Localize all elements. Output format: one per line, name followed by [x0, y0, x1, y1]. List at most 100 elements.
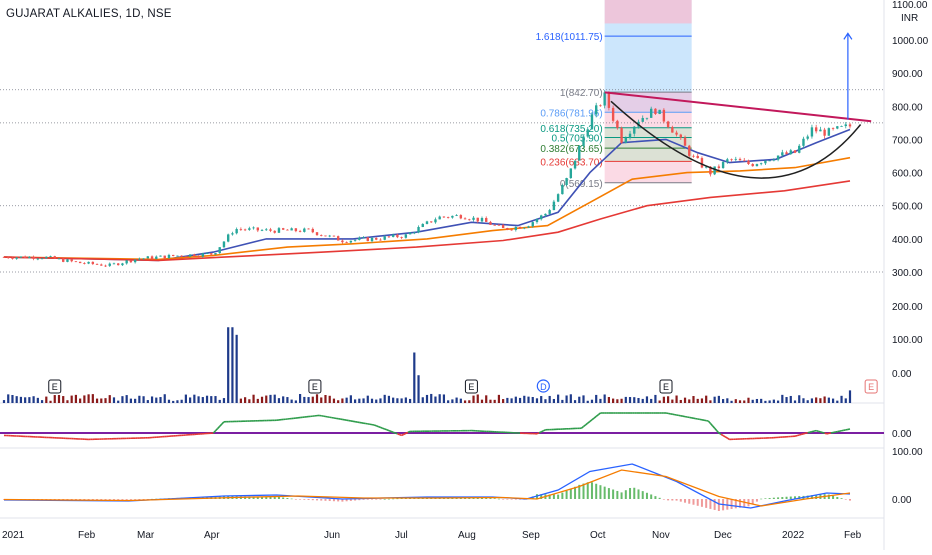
candle-body [189, 254, 191, 256]
macd-histogram-bar [126, 499, 128, 500]
candle-body [316, 232, 318, 235]
volume-bar [142, 396, 144, 403]
candle-body [798, 146, 800, 153]
volume-bar [485, 395, 487, 403]
candle-body [159, 256, 161, 257]
indicator-line [719, 433, 721, 434]
candle-body [219, 247, 221, 253]
indicator-line [795, 436, 797, 437]
candle-body [747, 161, 749, 164]
macd-histogram-bar [599, 485, 601, 499]
volume-bar [176, 400, 178, 403]
macd-histogram-bar [629, 488, 631, 499]
candle-body [147, 256, 149, 258]
event-marker-label: E [868, 382, 874, 392]
macd-histogram-bar [316, 499, 318, 500]
candle-body [37, 259, 39, 260]
volume-bar [824, 396, 826, 403]
volume-bar [570, 394, 572, 403]
macd-histogram-bar [671, 499, 673, 500]
event-marker-label: D [540, 382, 547, 392]
volume-bar [701, 398, 703, 403]
volume-bar [168, 400, 170, 403]
volume-bar [350, 395, 352, 403]
volume-bar [680, 400, 682, 403]
macd-histogram-bar [308, 499, 310, 500]
candle-body [515, 227, 517, 230]
volume-bar [811, 398, 813, 403]
volume-bar [240, 399, 242, 403]
indicator-line [222, 422, 224, 424]
macd-histogram-bar [303, 499, 305, 500]
volume-bar [494, 400, 496, 403]
candle-body [269, 229, 271, 231]
candle-body [117, 263, 119, 265]
volume-bar [743, 400, 745, 403]
candle-body [83, 263, 85, 264]
volume-bar [75, 395, 77, 403]
macd-histogram-bar [790, 497, 792, 499]
volume-bar [523, 396, 525, 403]
indicator-line [810, 432, 812, 433]
candle-body [92, 262, 94, 264]
volume-bar [574, 400, 576, 403]
macd-histogram-bar [841, 498, 843, 499]
volume-bar [464, 400, 466, 403]
volume-bar [692, 396, 694, 403]
candle-body [790, 150, 792, 154]
volume-bar [557, 395, 559, 403]
fib-level-label: 0.236(633.70) [540, 157, 602, 168]
candle-body [493, 225, 495, 226]
candle-body [206, 253, 208, 254]
macd-histogram-bar [329, 499, 331, 501]
volume-bar [413, 353, 415, 404]
price-axis-tick: 1000.00 [892, 36, 929, 47]
macd-histogram-bar [291, 499, 293, 500]
candle-body [430, 221, 432, 222]
volume-bar [41, 400, 43, 403]
volume-bar [405, 397, 407, 403]
volume-bar [595, 395, 597, 403]
price-axis-tick: 800.00 [892, 102, 923, 113]
candle-body [582, 136, 584, 145]
indicator-line [721, 434, 723, 435]
time-axis-tick: Nov [652, 530, 670, 541]
macd-histogram-bar [777, 497, 779, 499]
candle-body [227, 234, 229, 241]
indicator-line [818, 431, 820, 432]
candle-body [180, 256, 182, 257]
volume-bar [840, 396, 842, 403]
indicator-line [713, 426, 715, 428]
volume-bar [756, 399, 758, 403]
indicator-line [820, 432, 822, 433]
candle-body [565, 178, 567, 185]
price-axis-tick: 600.00 [892, 169, 923, 180]
candle-body [671, 127, 673, 133]
macd-histogram-bar [705, 499, 707, 508]
candle-body [701, 158, 703, 167]
time-axis-tick: Oct [590, 530, 606, 541]
event-marker-label: E [468, 382, 474, 392]
macd-histogram-bar [676, 499, 678, 501]
macd-histogram-bar [375, 499, 377, 500]
macd-histogram-bar [557, 495, 559, 499]
volume-bar [625, 397, 627, 403]
volume-bar [92, 394, 94, 403]
candle-body [286, 230, 288, 231]
candle-body [815, 127, 817, 131]
candle-body [629, 134, 631, 138]
indicator-line [404, 433, 406, 434]
indicator-line [376, 426, 378, 427]
volume-bar [773, 400, 775, 403]
indicator-line [725, 437, 727, 438]
fib-level-label: 1(842.70) [560, 88, 603, 99]
macd-histogram-bar [282, 497, 284, 499]
candle-body [722, 162, 724, 168]
candle-body [134, 259, 136, 262]
macd-histogram-bar [616, 491, 618, 499]
indicator-line [393, 432, 395, 433]
candle-body [333, 236, 335, 237]
indicator-line [814, 431, 816, 432]
